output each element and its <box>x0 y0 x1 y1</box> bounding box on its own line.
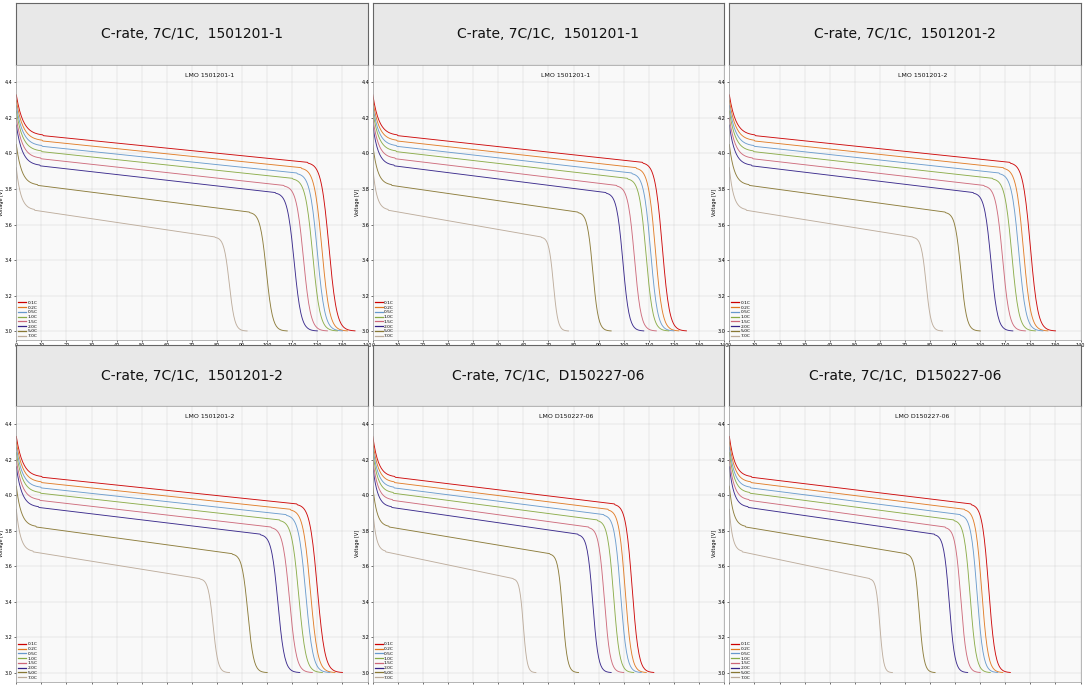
Legend: 0.1C, 0.2C, 0.5C, 1.0C, 1.5C, 2.0C, 5.0C, 7.0C: 0.1C, 0.2C, 0.5C, 1.0C, 1.5C, 2.0C, 5.0C… <box>375 642 394 680</box>
Y-axis label: Voltage [V]: Voltage [V] <box>711 530 717 558</box>
Y-axis label: Voltage [V]: Voltage [V] <box>0 530 3 558</box>
Legend: 0.1C, 0.2C, 0.5C, 1.0C, 1.5C, 2.0C, 5.0C, 7.0C: 0.1C, 0.2C, 0.5C, 1.0C, 1.5C, 2.0C, 5.0C… <box>731 642 750 680</box>
Y-axis label: Voltage [V]: Voltage [V] <box>711 189 717 216</box>
Text: C-rate, 7C/1C,  D150227-06: C-rate, 7C/1C, D150227-06 <box>452 369 645 383</box>
Text: LMO 1501201-1: LMO 1501201-1 <box>185 73 235 78</box>
Y-axis label: Voltage [V]: Voltage [V] <box>355 530 361 558</box>
Text: LMO D150227-06: LMO D150227-06 <box>539 414 593 419</box>
Y-axis label: Voltage [V]: Voltage [V] <box>0 189 3 216</box>
Legend: 0.1C, 0.2C, 0.5C, 1.0C, 1.5C, 2.0C, 5.0C, 7.0C: 0.1C, 0.2C, 0.5C, 1.0C, 1.5C, 2.0C, 5.0C… <box>375 300 394 338</box>
Text: LMO 1501201-2: LMO 1501201-2 <box>185 414 235 419</box>
Legend: 0.1C, 0.2C, 0.5C, 1.0C, 1.5C, 2.0C, 5.0C, 7.0C: 0.1C, 0.2C, 0.5C, 1.0C, 1.5C, 2.0C, 5.0C… <box>17 642 38 680</box>
Text: C-rate, 7C/1C,  1501201-2: C-rate, 7C/1C, 1501201-2 <box>814 27 996 41</box>
Text: LMO 1501201-2: LMO 1501201-2 <box>898 73 947 78</box>
Y-axis label: Voltage [V]: Voltage [V] <box>355 189 361 216</box>
Legend: 0.1C, 0.2C, 0.5C, 1.0C, 1.5C, 2.0C, 5.0C, 7.0C: 0.1C, 0.2C, 0.5C, 1.0C, 1.5C, 2.0C, 5.0C… <box>731 300 750 338</box>
Text: C-rate, 7C/1C,  1501201-1: C-rate, 7C/1C, 1501201-1 <box>457 27 640 41</box>
X-axis label: Capacity [mAh/g]: Capacity [mAh/g] <box>884 350 926 355</box>
Text: LMO 1501201-1: LMO 1501201-1 <box>541 73 591 78</box>
Text: C-rate, 7C/1C,  1501201-1: C-rate, 7C/1C, 1501201-1 <box>101 27 283 41</box>
Text: C-rate, 7C/1C,  1501201-2: C-rate, 7C/1C, 1501201-2 <box>101 369 282 383</box>
Text: C-rate, 7C/1C,  D150227-06: C-rate, 7C/1C, D150227-06 <box>809 369 1001 383</box>
X-axis label: Capacity [mAh/g]: Capacity [mAh/g] <box>527 350 570 355</box>
X-axis label: Capacity [mAh/g]: Capacity [mAh/g] <box>171 350 213 355</box>
Text: LMO D150227-06: LMO D150227-06 <box>895 414 949 419</box>
Legend: 0.1C, 0.2C, 0.5C, 1.0C, 1.5C, 2.0C, 5.0C, 7.0C: 0.1C, 0.2C, 0.5C, 1.0C, 1.5C, 2.0C, 5.0C… <box>17 300 38 338</box>
